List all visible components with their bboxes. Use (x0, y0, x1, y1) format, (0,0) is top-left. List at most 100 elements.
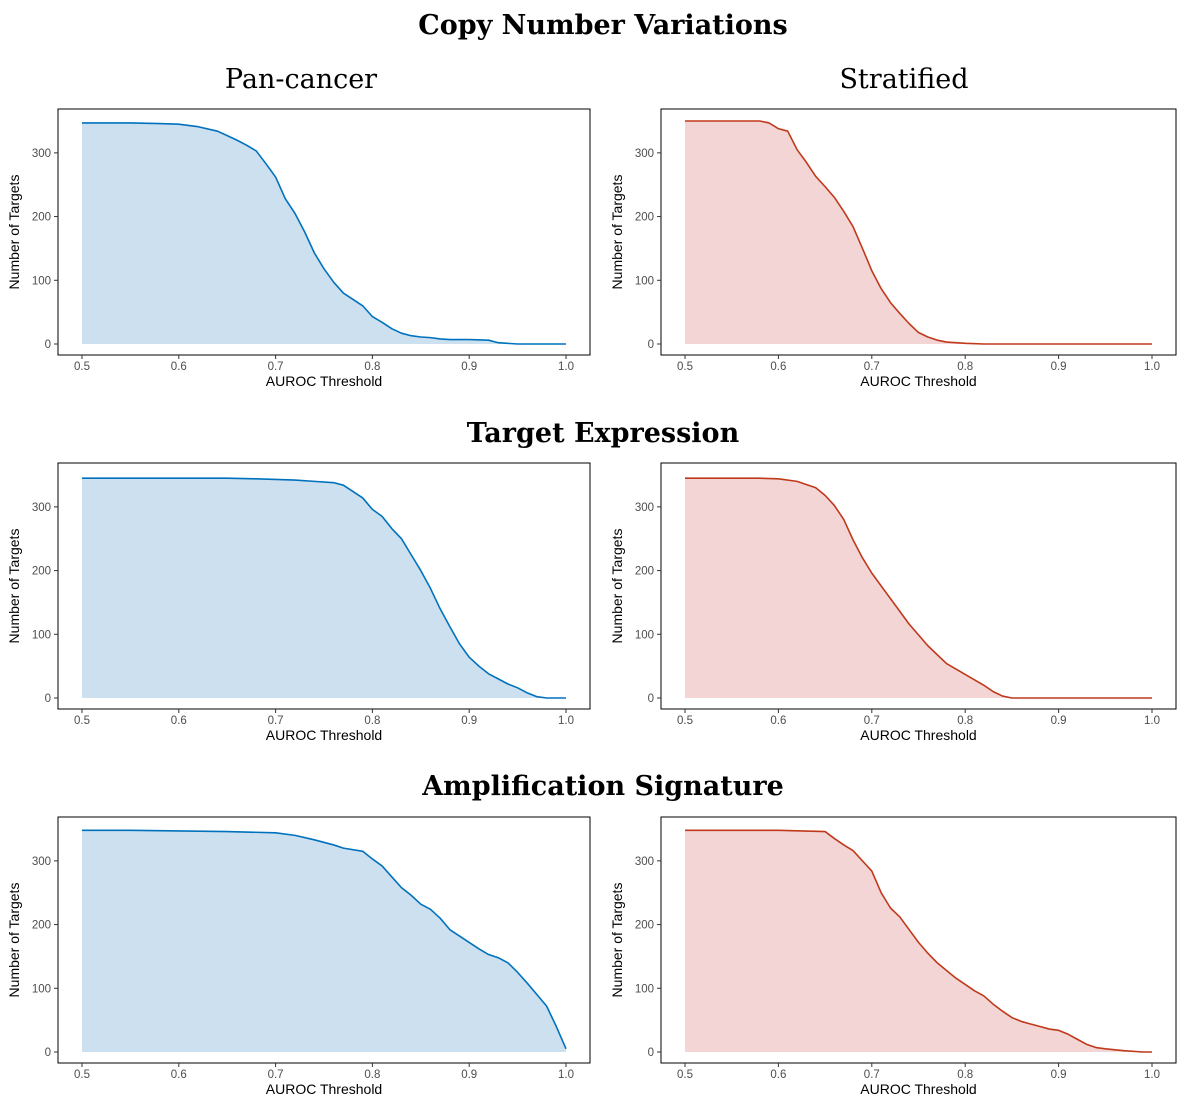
y-tick-label: 100 (32, 275, 51, 287)
chart-panel-copy-number-variations-pan-cancer: 0.5 0.6 0.7 0.8 0.9 1.0 0 100 200 300 AUROC Thresh… (6, 108, 591, 389)
series-line (685, 829, 1152, 1053)
x-tick-label: 0.7 (864, 361, 880, 373)
y-axis-label: Number of Targets (6, 883, 22, 998)
y-axis-label: Number of Targets (609, 883, 625, 998)
y-tick-label: 300 (32, 148, 51, 160)
section-title-expression: Target Expression (467, 418, 740, 449)
y-axis-label: Number of Targets (609, 529, 625, 644)
x-tick-label: 0.5 (74, 715, 90, 727)
y-tick-label: 100 (635, 275, 654, 287)
area-fill (685, 478, 1152, 698)
x-axis-label: AUROC Threshold (860, 1081, 976, 1097)
x-tick-label: 1.0 (558, 1069, 574, 1081)
series-line (685, 120, 1152, 345)
x-tick-label: 0.6 (171, 1069, 187, 1081)
y-tick-label: 200 (635, 212, 654, 224)
y-tick-label: 300 (635, 856, 654, 868)
x-tick-label: 0.7 (864, 715, 880, 727)
x-tick-label: 0.5 (677, 715, 693, 727)
panel-border (57, 108, 591, 356)
y-tick-label: 300 (32, 502, 51, 514)
x-tick-label: 0.8 (957, 715, 973, 727)
panel-border (660, 816, 1177, 1064)
x-tick-label: 1.0 (1144, 715, 1160, 727)
x-tick-label: 1.0 (558, 715, 574, 727)
x-axis-label: AUROC Threshold (266, 1081, 382, 1097)
chart-panels: 0.5 0.6 0.7 0.8 0.9 1.0 0 100 200 300 AUROC Thresh… (6, 108, 1177, 1097)
area-fill (82, 122, 566, 344)
y-tick-label: 200 (635, 920, 654, 932)
x-tick-label: 0.6 (770, 715, 786, 727)
y-tick-label: 100 (635, 629, 654, 641)
chart-panel-amplification-signature-pan-cancer: 0.5 0.6 0.7 0.8 0.9 1.0 0 100 200 300 AUROC Thresh… (6, 816, 591, 1097)
panel-border (57, 462, 591, 710)
x-tick-label: 0.5 (677, 1069, 693, 1081)
y-axis-label: Number of Targets (609, 175, 625, 290)
x-tick-label: 0.8 (364, 361, 380, 373)
chart-panel-amplification-signature-stratified: 0.5 0.6 0.7 0.8 0.9 1.0 0 100 200 300 AUROC Thresh… (609, 816, 1177, 1097)
x-tick-label: 0.7 (268, 361, 284, 373)
x-tick-label: 0.5 (74, 1069, 90, 1081)
series-line (82, 477, 566, 699)
x-tick-label: 0.7 (864, 1069, 880, 1081)
panel-border (660, 108, 1177, 356)
area-fill (82, 478, 566, 698)
area-fill (82, 830, 566, 1052)
x-tick-label: 0.9 (461, 715, 477, 727)
series-line (685, 477, 1152, 699)
x-axis-label: AUROC Threshold (266, 727, 382, 743)
y-tick-label: 0 (648, 693, 654, 705)
x-tick-label: 1.0 (1144, 1069, 1160, 1081)
x-tick-label: 0.7 (268, 715, 284, 727)
x-tick-label: 0.8 (364, 715, 380, 727)
chart-panel-target-expression-pan-cancer: 0.5 0.6 0.7 0.8 0.9 1.0 0 100 200 300 AUROC Thresh… (6, 462, 591, 743)
x-tick-label: 1.0 (558, 361, 574, 373)
x-axis-label: AUROC Threshold (860, 727, 976, 743)
x-tick-label: 0.6 (171, 715, 187, 727)
y-tick-label: 0 (45, 1047, 51, 1059)
y-tick-label: 0 (648, 339, 654, 351)
x-tick-label: 0.8 (364, 1069, 380, 1081)
area-fill (685, 830, 1152, 1052)
series-line (82, 122, 566, 345)
y-tick-label: 200 (32, 920, 51, 932)
y-tick-label: 100 (32, 983, 51, 995)
x-tick-label: 0.6 (770, 361, 786, 373)
area-fill (685, 121, 1152, 344)
y-tick-label: 200 (32, 566, 51, 578)
x-tick-label: 0.5 (74, 361, 90, 373)
section-title-cnv: Copy Number Variations (418, 10, 788, 41)
chart-panel-target-expression-stratified: 0.5 0.6 0.7 0.8 0.9 1.0 0 100 200 300 AUROC Thresh… (609, 462, 1177, 743)
column-title-stratified: Stratified (839, 64, 968, 95)
x-tick-label: 0.9 (1051, 715, 1067, 727)
panel-border (660, 462, 1177, 710)
x-tick-label: 0.5 (677, 361, 693, 373)
x-tick-label: 0.6 (171, 361, 187, 373)
y-tick-label: 0 (648, 1047, 654, 1059)
y-tick-label: 200 (32, 212, 51, 224)
x-axis-label: AUROC Threshold (860, 373, 976, 389)
panel-border (57, 816, 591, 1064)
x-tick-label: 0.9 (461, 361, 477, 373)
y-axis-label: Number of Targets (6, 175, 22, 290)
x-tick-label: 0.9 (461, 1069, 477, 1081)
y-tick-label: 100 (635, 983, 654, 995)
y-axis-label: Number of Targets (6, 529, 22, 644)
y-tick-label: 0 (45, 339, 51, 351)
series-line (82, 829, 567, 1050)
x-tick-label: 0.9 (1051, 361, 1067, 373)
x-tick-label: 0.9 (1051, 1069, 1067, 1081)
y-tick-label: 300 (32, 856, 51, 868)
x-tick-label: 0.6 (770, 1069, 786, 1081)
y-tick-label: 300 (635, 148, 654, 160)
x-tick-label: 0.8 (957, 1069, 973, 1081)
y-tick-label: 0 (45, 693, 51, 705)
x-tick-label: 0.7 (268, 1069, 284, 1081)
chart-panel-copy-number-variations-stratified: 0.5 0.6 0.7 0.8 0.9 1.0 0 100 200 300 AUROC Thresh… (609, 108, 1177, 389)
y-tick-label: 200 (635, 566, 654, 578)
y-tick-label: 300 (635, 502, 654, 514)
x-axis-label: AUROC Threshold (266, 373, 382, 389)
x-tick-label: 1.0 (1144, 361, 1160, 373)
x-tick-label: 0.8 (957, 361, 973, 373)
